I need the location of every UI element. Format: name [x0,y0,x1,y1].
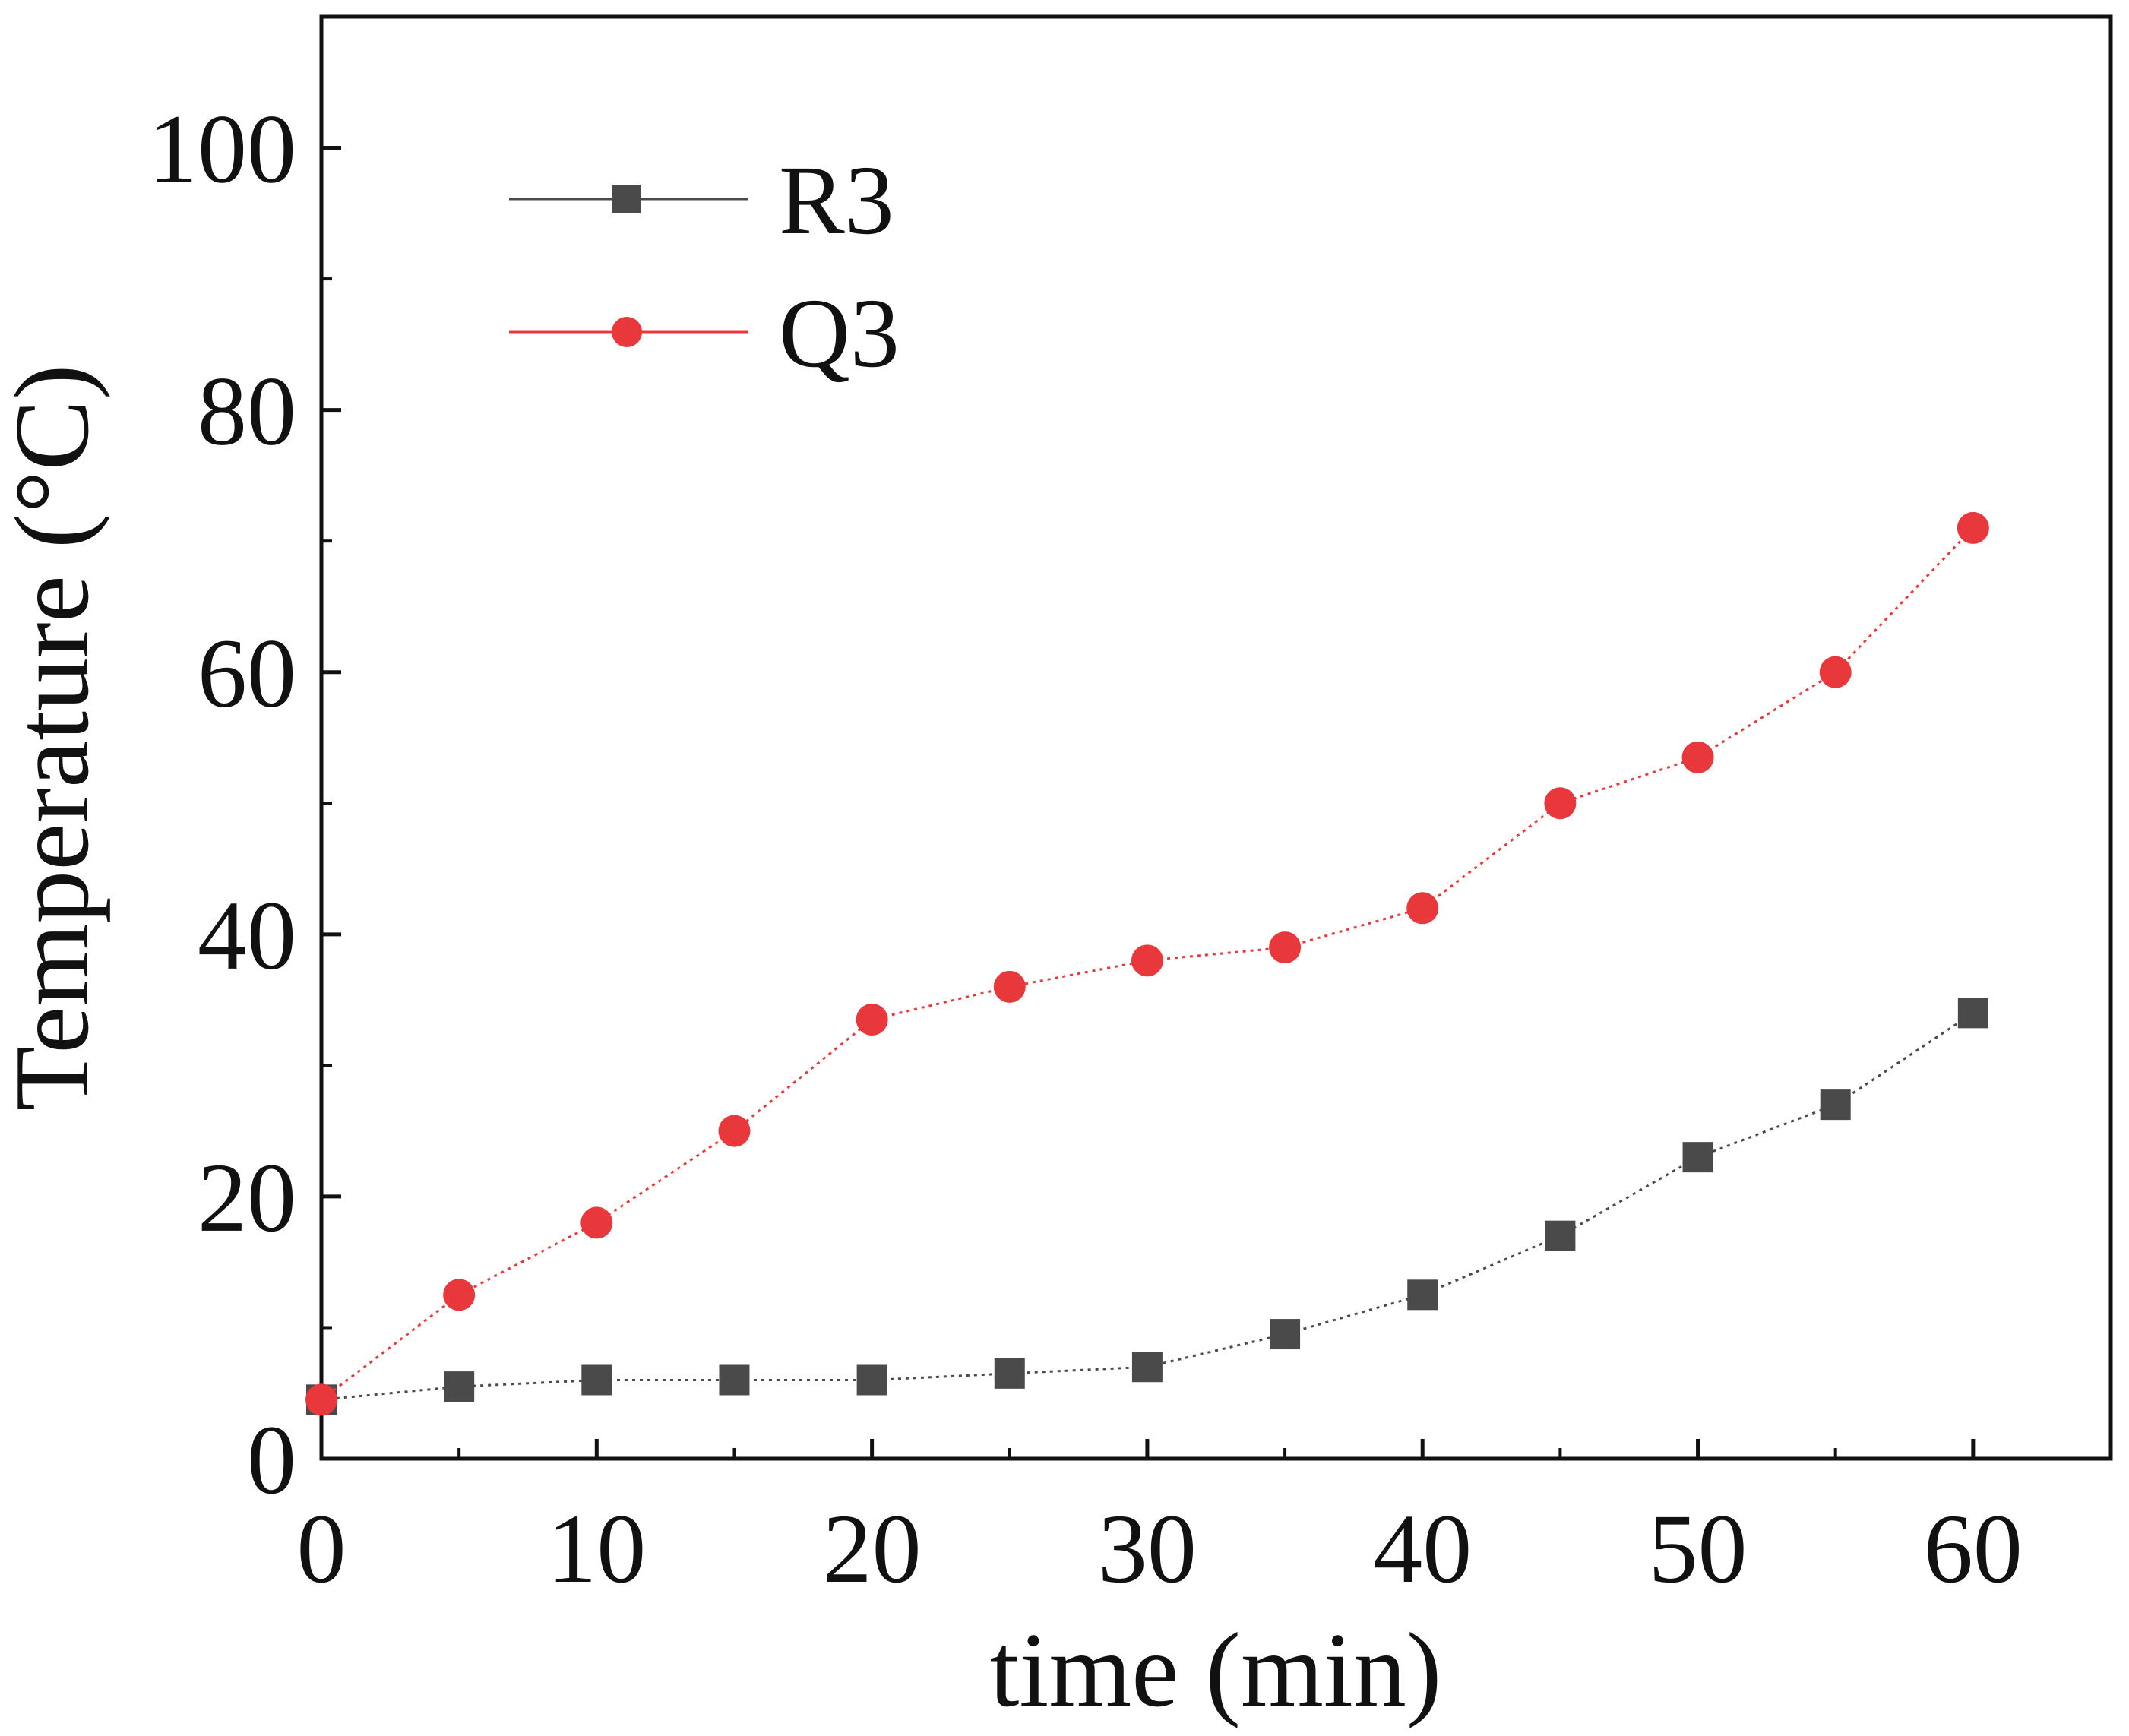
legend-marker [612,317,642,347]
data-point [856,1003,888,1036]
data-point [1820,1089,1851,1121]
ticks: 0 10 20 30 40 50 60 0 20 40 60 80 100 [148,95,2023,1604]
data-point [444,1371,475,1402]
data-point [1957,998,1988,1029]
data-point [580,1206,613,1239]
data-point [1681,741,1714,773]
y-axis-label: Temperature (°C) [0,365,111,1111]
data-point [305,1383,337,1416]
y-tick-label: 100 [148,95,296,204]
data-point [1406,892,1439,925]
data-point [993,970,1026,1003]
data-point [1682,1142,1713,1173]
data-point [1819,656,1852,688]
legend-label: Q3 [779,279,900,388]
y-tick-label: 80 [198,357,296,466]
data-point [1545,1220,1576,1251]
data-point [994,1358,1025,1389]
data-point [1131,1352,1163,1383]
x-axis-label: time (min) [990,1611,1442,1729]
legend-item-Q3: Q3 [509,279,900,388]
data-point [719,1364,750,1396]
data-point [856,1364,887,1396]
series-layer [305,511,1989,1416]
legend-marker [612,185,641,213]
data-point [443,1279,476,1311]
data-point [1407,1279,1438,1311]
x-tick-label: 10 [547,1494,646,1604]
y-tick-label: 20 [198,1143,296,1253]
data-point [1957,511,1989,544]
x-tick-label: 40 [1373,1494,1472,1604]
x-tick-label: 20 [823,1494,922,1604]
y-tick-label: 60 [198,619,296,729]
data-point [581,1364,612,1396]
series-R3 [306,998,1988,1415]
legend-item-R3: R3 [509,146,894,255]
y-tick-label: 0 [247,1406,296,1515]
data-point [1270,1319,1301,1350]
data-point [1269,931,1302,964]
plot-frame [319,14,2113,1461]
data-point [718,1115,751,1147]
y-tick-label: 40 [198,881,296,991]
x-tick-label: 50 [1649,1494,1748,1604]
data-point [1544,787,1577,820]
data-point [1131,944,1163,977]
x-tick-label: 60 [1924,1494,2023,1604]
x-tick-label: 30 [1098,1494,1197,1604]
series-line [321,1012,1974,1401]
x-tick-label: 0 [297,1494,346,1604]
series-Q3 [305,511,1989,1416]
legend-label: R3 [779,146,894,255]
